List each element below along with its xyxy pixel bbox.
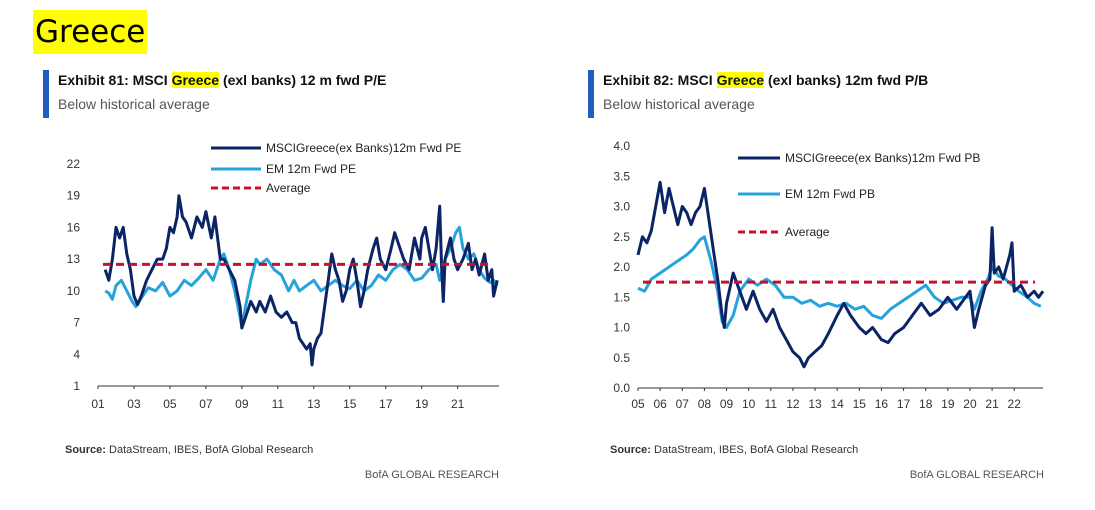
y-tick-label: 10 — [67, 284, 81, 298]
y-tick-label: 7 — [73, 316, 80, 330]
y-tick-label: 2.5 — [613, 230, 630, 244]
x-tick-label: 05 — [163, 397, 177, 411]
x-tick-label: 12 — [786, 397, 800, 411]
source-text: DataStream, IBES, BofA Global Research — [105, 444, 314, 456]
source-note: Source: DataStream, IBES, BofA Global Re… — [65, 444, 313, 456]
exhibit-81-panel: Exhibit 81: MSCI Greece (exl banks) 12 m… — [43, 66, 543, 496]
y-tick-label: 2.0 — [613, 260, 630, 274]
x-tick-label: 13 — [808, 397, 822, 411]
x-tick-label: 19 — [415, 397, 429, 411]
exhibit-title-highlight: Greece — [171, 72, 220, 88]
x-tick-label: 07 — [676, 397, 690, 411]
x-tick-label: 22 — [1008, 397, 1022, 411]
x-tick-label: 16 — [875, 397, 889, 411]
x-tick-label: 09 — [235, 397, 249, 411]
y-tick-label: 0.5 — [613, 351, 630, 365]
series-em-line — [104, 225, 499, 330]
x-tick-label: 21 — [985, 397, 999, 411]
x-tick-label: 15 — [343, 397, 357, 411]
exhibit-subtitle: Below historical average — [58, 96, 210, 112]
exhibit-title: Exhibit 82: MSCI Greece (exl banks) 12m … — [603, 72, 928, 88]
y-tick-label: 22 — [67, 157, 81, 171]
exhibit-title: Exhibit 81: MSCI Greece (exl banks) 12 m… — [58, 72, 386, 88]
legend-label: MSCIGreece(ex Banks)12m Fwd PB — [785, 151, 980, 165]
y-tick-label: 16 — [67, 220, 81, 234]
x-tick-label: 18 — [919, 397, 933, 411]
legend-label: MSCIGreece(ex Banks)12m Fwd PE — [266, 141, 461, 155]
x-tick-label: 11 — [272, 397, 285, 411]
series-greece-line — [636, 180, 1045, 369]
exhibit-title-prefix: Exhibit 82: MSCI — [603, 72, 717, 88]
x-tick-label: 08 — [698, 397, 712, 411]
x-tick-label: 14 — [831, 397, 845, 411]
exhibit-title-suffix: (exl banks) 12 m fwd P/E — [219, 72, 387, 88]
x-tick-label: 01 — [91, 397, 105, 411]
brand-footer: BofA GLOBAL RESEARCH — [364, 469, 499, 481]
y-tick-label: 13 — [67, 252, 81, 266]
x-tick-label: 05 — [631, 397, 645, 411]
x-tick-label: 20 — [963, 397, 977, 411]
y-tick-label: 3.0 — [613, 200, 630, 214]
source-text: DataStream, IBES, BofA Global Research — [650, 444, 859, 456]
exhibit-subtitle: Below historical average — [603, 96, 755, 112]
y-tick-label: 0.0 — [613, 381, 630, 395]
exhibit-title-highlight: Greece — [716, 72, 765, 88]
source-label: Source: — [65, 444, 106, 456]
x-tick-label: 07 — [199, 397, 213, 411]
exhibit-title-prefix: Exhibit 81: MSCI — [58, 72, 172, 88]
x-tick-label: 11 — [765, 397, 778, 411]
y-tick-label: 4 — [73, 347, 80, 361]
x-tick-label: 06 — [653, 397, 667, 411]
legend-label: Average — [266, 181, 311, 195]
y-tick-label: 3.5 — [613, 169, 630, 183]
x-tick-label: 13 — [307, 397, 321, 411]
y-tick-label: 1.5 — [613, 290, 630, 304]
legend-label: Average — [785, 225, 830, 239]
y-tick-label: 19 — [67, 189, 81, 203]
exhibit-82-panel: Exhibit 82: MSCI Greece (exl banks) 12m … — [588, 66, 1088, 496]
x-tick-label: 19 — [941, 397, 955, 411]
page-title: Greece — [33, 10, 148, 54]
x-tick-label: 03 — [127, 397, 141, 411]
pb-chart: 0.0 0.5 1.0 1.5 2.0 2.5 3.0 3.5 4.0 05 06 07 08 09 10 1… — [613, 139, 1045, 411]
x-tick-label: 17 — [897, 397, 911, 411]
legend-label: EM 12m Fwd PB — [785, 187, 875, 201]
accent-bar — [43, 70, 49, 118]
x-tick-label: 09 — [720, 397, 734, 411]
x-tick-label: 15 — [853, 397, 867, 411]
accent-bar — [588, 70, 594, 118]
y-tick-label: 4.0 — [613, 139, 630, 153]
source-label: Source: — [610, 444, 651, 456]
x-tick-label: 17 — [379, 397, 393, 411]
y-tick-label: 1 — [73, 379, 80, 393]
brand-footer: BofA GLOBAL RESEARCH — [909, 469, 1044, 481]
legend-label: EM 12m Fwd PE — [266, 162, 356, 176]
y-tick-label: 1.0 — [613, 321, 630, 335]
x-tick-label: 21 — [451, 397, 465, 411]
pe-chart: 1 4 7 10 13 16 19 22 01 03 05 07 09 11 13 15 17 19 21 MSCIG… — [67, 141, 499, 411]
source-note: Source: DataStream, IBES, BofA Global Re… — [610, 444, 858, 456]
exhibit-title-suffix: (exl banks) 12m fwd P/B — [764, 72, 929, 88]
x-tick-label: 10 — [742, 397, 756, 411]
